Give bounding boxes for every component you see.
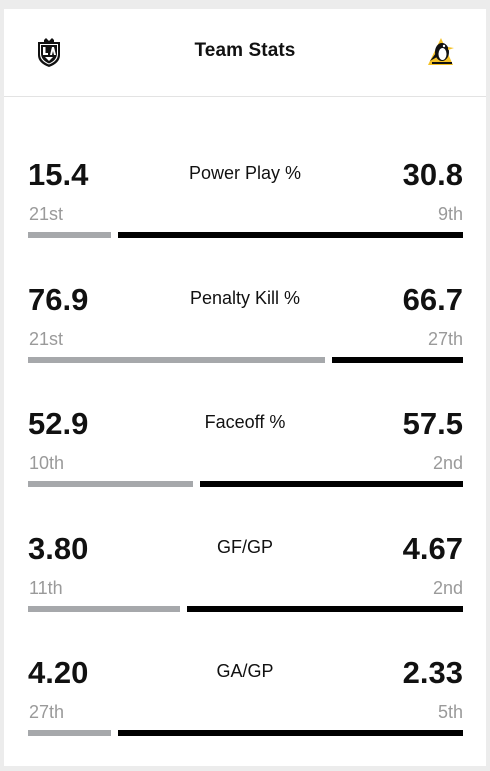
comparison-bar: [28, 481, 463, 487]
comparison-bar: [28, 730, 463, 736]
header-title: Team Stats: [194, 40, 296, 61]
penguins-logo-icon: [424, 35, 458, 69]
stat-label: GF/GP: [216, 537, 273, 557]
left-team-value: 4.20: [28, 655, 89, 690]
left-team-bar: [28, 232, 111, 238]
card-header: Team Stats: [4, 9, 486, 97]
comparison-bar: [28, 357, 463, 363]
right-team-value: 66.7: [402, 282, 463, 317]
left-team-rank: 10th: [29, 453, 65, 473]
stat-row-penalty-kill: 76.9 Penalty Kill % 66.7 21st 27th: [4, 282, 486, 382]
stat-label: Penalty Kill %: [189, 288, 301, 308]
stat-row-faceoff: 52.9 Faceoff % 57.5 10th 2nd: [4, 406, 486, 506]
stat-row-goals-for: 3.80 GF/GP 4.67 11th 2nd: [4, 531, 486, 631]
left-team-rank: 11th: [29, 578, 63, 598]
left-team-rank: 21st: [29, 204, 64, 224]
team-stats-card: Team Stats 15.4 Power Play % 30.8 21st 9…: [4, 9, 486, 766]
la-kings-logo-icon: [37, 38, 61, 68]
right-team-rank: 5th: [437, 702, 463, 722]
left-team-bar: [28, 357, 325, 363]
left-team-value: 52.9: [28, 406, 89, 441]
stat-row-power-play: 15.4 Power Play % 30.8 21st 9th: [4, 157, 486, 257]
comparison-bar: [28, 606, 463, 612]
right-team-bar: [332, 357, 463, 363]
right-team-value: 30.8: [402, 157, 463, 192]
right-team-bar: [118, 232, 463, 238]
right-team-bar: [200, 481, 463, 487]
right-team-rank: 9th: [437, 204, 463, 224]
right-team-value: 57.5: [402, 406, 463, 441]
right-team-value: 4.67: [402, 531, 463, 566]
left-team-value: 15.4: [28, 157, 89, 192]
left-team-rank: 21st: [29, 329, 64, 349]
stat-row-goals-against: 4.20 GA/GP 2.33 27th 5th: [4, 655, 486, 755]
left-team-bar: [28, 730, 111, 736]
stat-label: Power Play %: [188, 163, 302, 183]
stat-label: GA/GP: [216, 661, 274, 681]
right-team-rank: 27th: [427, 329, 463, 349]
right-team-bar: [187, 606, 463, 612]
right-team-rank: 2nd: [432, 453, 463, 473]
left-team-bar: [28, 606, 180, 612]
stat-label: Faceoff %: [204, 412, 286, 432]
right-team-value: 2.33: [402, 655, 463, 690]
left-team-rank: 27th: [29, 702, 65, 722]
comparison-bar: [28, 232, 463, 238]
left-team-value: 3.80: [28, 531, 89, 566]
right-team-rank: 2nd: [432, 578, 463, 598]
left-team-bar: [28, 481, 193, 487]
right-team-bar: [118, 730, 463, 736]
left-team-value: 76.9: [28, 282, 89, 317]
